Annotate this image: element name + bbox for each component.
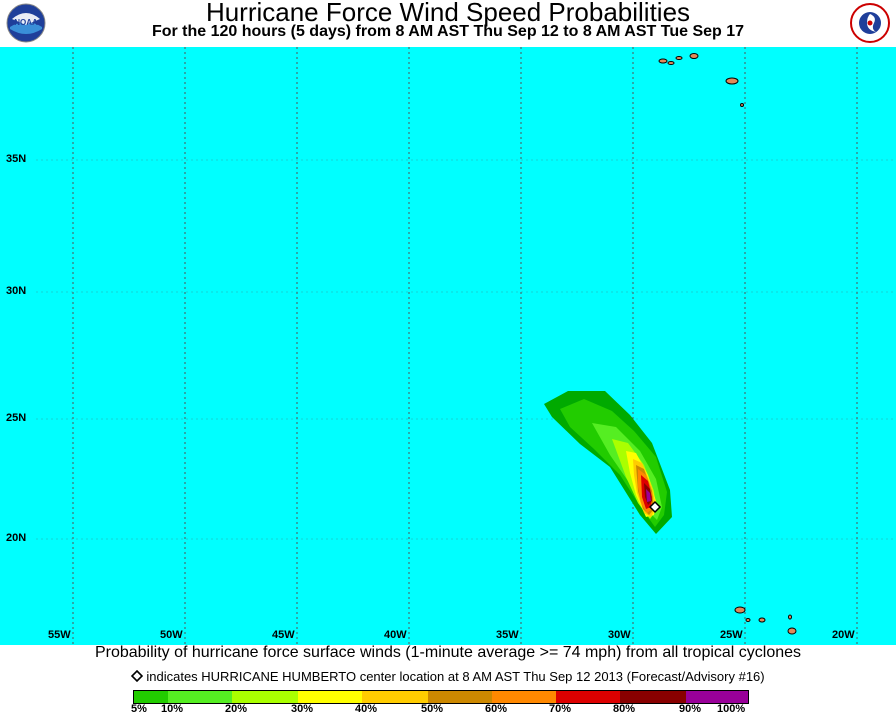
lon-label: 50W xyxy=(160,629,183,641)
lon-label: 35W xyxy=(496,629,519,641)
legend-swatch xyxy=(492,691,556,703)
lon-label: 40W xyxy=(384,629,407,641)
national-weather-service-logo xyxy=(850,3,890,43)
svg-text:NOAA: NOAA xyxy=(14,18,38,27)
island xyxy=(787,627,797,635)
lat-label: 25N xyxy=(6,412,27,424)
island xyxy=(788,614,792,620)
legend-label: 100% xyxy=(717,703,746,715)
legend-label: 30% xyxy=(291,703,314,715)
legend-label: 80% xyxy=(613,703,636,715)
legend-label: 20% xyxy=(225,703,248,715)
legend-color-bar xyxy=(133,690,749,704)
island xyxy=(658,58,668,64)
legend-swatch xyxy=(686,691,748,703)
diamond-icon xyxy=(131,669,144,683)
storm-center-marker xyxy=(648,500,662,514)
lat-label: 30N xyxy=(6,285,27,297)
island xyxy=(734,606,746,614)
legend-label: 50% xyxy=(421,703,444,715)
lon-label: 20W xyxy=(832,629,855,641)
probability-area-100pct xyxy=(646,489,651,502)
legend-label: 70% xyxy=(549,703,572,715)
map-caption: Probability of hurricane force surface w… xyxy=(94,644,802,661)
island xyxy=(689,53,699,59)
legend-swatch xyxy=(428,691,492,703)
map-canvas xyxy=(36,47,896,645)
header: NOAA Hurricane Force Wind Speed Probabil… xyxy=(0,0,896,47)
storm-note-text: indicates HURRICANE HUMBERTO center loca… xyxy=(146,669,765,684)
legend-swatch xyxy=(362,691,428,703)
legend-swatch xyxy=(134,691,168,703)
legend-label: 10% xyxy=(161,703,184,715)
lon-label: 25W xyxy=(720,629,743,641)
legend-swatch xyxy=(556,691,620,703)
lat-label: 20N xyxy=(6,532,27,544)
island xyxy=(675,56,683,60)
lon-label: 30W xyxy=(608,629,631,641)
legend-label: 90% xyxy=(679,703,702,715)
island xyxy=(667,61,675,65)
lat-label: 35N xyxy=(6,153,27,165)
probability-map: 35N 30N 25N 20N 55W 50W 45W 40W 35W 30W … xyxy=(0,47,896,645)
legend-swatch xyxy=(168,691,232,703)
lon-label: 55W xyxy=(48,629,71,641)
legend-swatch xyxy=(620,691,686,703)
noaa-logo: NOAA xyxy=(6,3,46,43)
legend-swatch xyxy=(298,691,362,703)
island xyxy=(725,77,739,85)
page-title: Hurricane Force Wind Speed Probabilities xyxy=(205,0,691,27)
lon-label: 45W xyxy=(272,629,295,641)
island xyxy=(745,618,751,622)
island xyxy=(758,617,766,623)
legend-label: 5% xyxy=(131,703,147,715)
island xyxy=(740,103,744,107)
page-subtitle: For the 120 hours (5 days) from 8 AM AST… xyxy=(151,23,745,40)
storm-note: indicates HURRICANE HUMBERTO center loca… xyxy=(0,669,896,684)
legend-label: 60% xyxy=(485,703,508,715)
legend-swatch xyxy=(232,691,298,703)
legend-label: 40% xyxy=(355,703,378,715)
